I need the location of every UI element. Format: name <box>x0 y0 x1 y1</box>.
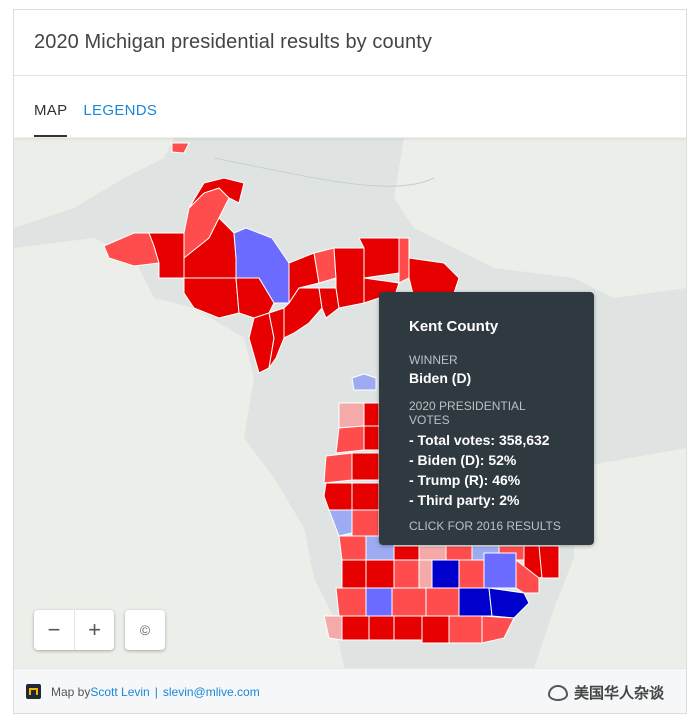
tooltip-biden: - Biden (D): 52% <box>409 452 517 468</box>
tab-legends[interactable]: LEGENDS <box>83 102 158 119</box>
email-link[interactable]: slevin@mlive.com <box>162 684 260 699</box>
tooltip-winner: Biden (D) <box>409 370 472 386</box>
tab-bar: MAP LEGENDS <box>14 76 686 137</box>
tooltip-winner-label: WINNER <box>409 353 458 367</box>
map-card: 2020 Michigan presidential results by co… <box>13 9 687 714</box>
county[interactable] <box>421 615 450 644</box>
county[interactable] <box>288 252 320 305</box>
county[interactable] <box>351 509 380 537</box>
county[interactable] <box>363 425 380 451</box>
county[interactable] <box>171 142 190 154</box>
county[interactable] <box>318 287 340 319</box>
county[interactable] <box>391 587 427 617</box>
county[interactable] <box>458 559 485 589</box>
footer-separator: | <box>154 684 158 699</box>
county[interactable] <box>338 535 367 561</box>
county[interactable] <box>393 545 420 561</box>
zoom-out-button[interactable]: − <box>47 617 61 642</box>
lower-peninsula[interactable] <box>323 373 560 644</box>
county[interactable] <box>515 558 540 594</box>
wechat-icon <box>548 684 568 701</box>
county[interactable] <box>363 402 380 427</box>
card-title: 2020 Michigan presidential results by co… <box>34 31 432 53</box>
tab-map[interactable]: MAP <box>34 102 68 137</box>
zoom-control: − + <box>34 610 114 650</box>
tooltip-trump: - Trump (R): 46% <box>409 472 521 488</box>
tooltip-third: - Third party: 2% <box>409 492 520 508</box>
tooltip-votes-label: 2020 PRESIDENTIAL VOTES <box>409 399 526 427</box>
county[interactable] <box>393 615 423 641</box>
author-link[interactable]: Scott Levin <box>90 684 150 699</box>
land-northeast <box>394 138 686 298</box>
county-tooltip: Kent County WINNER Biden (D) 2020 PRESID… <box>379 292 594 545</box>
land-west <box>14 238 344 668</box>
county[interactable] <box>341 559 367 589</box>
county[interactable] <box>335 425 365 454</box>
county[interactable] <box>323 452 353 484</box>
county[interactable] <box>351 373 377 391</box>
tooltip-2016-link[interactable]: CLICK FOR 2016 RESULTS <box>409 519 561 533</box>
county-map[interactable]: Kent County WINNER Biden (D) 2020 PRESID… <box>14 138 686 668</box>
county[interactable] <box>445 545 473 561</box>
card-header: 2020 Michigan presidential results by co… <box>14 10 686 76</box>
county[interactable] <box>358 237 400 279</box>
county[interactable] <box>425 587 460 617</box>
county[interactable] <box>368 615 395 641</box>
zoom-in-button[interactable]: + <box>74 610 114 650</box>
footer-prefix: Map by <box>51 684 91 699</box>
land-east <box>534 448 686 668</box>
county[interactable] <box>335 587 367 617</box>
attribution-button[interactable]: © <box>125 610 165 650</box>
county[interactable] <box>481 615 515 644</box>
county[interactable] <box>365 587 393 617</box>
county[interactable] <box>538 545 560 579</box>
county[interactable] <box>351 452 380 481</box>
upper-peninsula[interactable] <box>103 142 460 374</box>
county[interactable] <box>431 559 460 589</box>
county[interactable] <box>488 587 530 619</box>
land-north <box>14 138 174 228</box>
county[interactable] <box>458 587 493 617</box>
county[interactable] <box>233 227 290 304</box>
county[interactable] <box>483 552 517 589</box>
county[interactable] <box>338 402 365 429</box>
county[interactable] <box>418 545 447 561</box>
county[interactable] <box>188 177 245 209</box>
lake-border <box>213 157 435 187</box>
tooltip-county: Kent County <box>409 318 499 335</box>
county[interactable] <box>333 247 365 309</box>
county[interactable] <box>323 482 353 511</box>
county[interactable] <box>448 615 483 644</box>
county[interactable] <box>365 559 395 589</box>
map-footer: Map by Scott Levin | slevin@mlive.com <box>14 668 686 713</box>
mlive-logo-icon <box>26 684 41 699</box>
watermark: 美国华人杂谈 <box>548 682 664 703</box>
tooltip-total: - Total votes: 358,632 <box>409 432 550 448</box>
county[interactable] <box>418 559 433 589</box>
county[interactable] <box>341 615 370 641</box>
county[interactable] <box>351 482 380 511</box>
watermark-text: 美国华人杂谈 <box>574 685 665 702</box>
county[interactable] <box>398 237 410 284</box>
county[interactable] <box>393 559 420 589</box>
